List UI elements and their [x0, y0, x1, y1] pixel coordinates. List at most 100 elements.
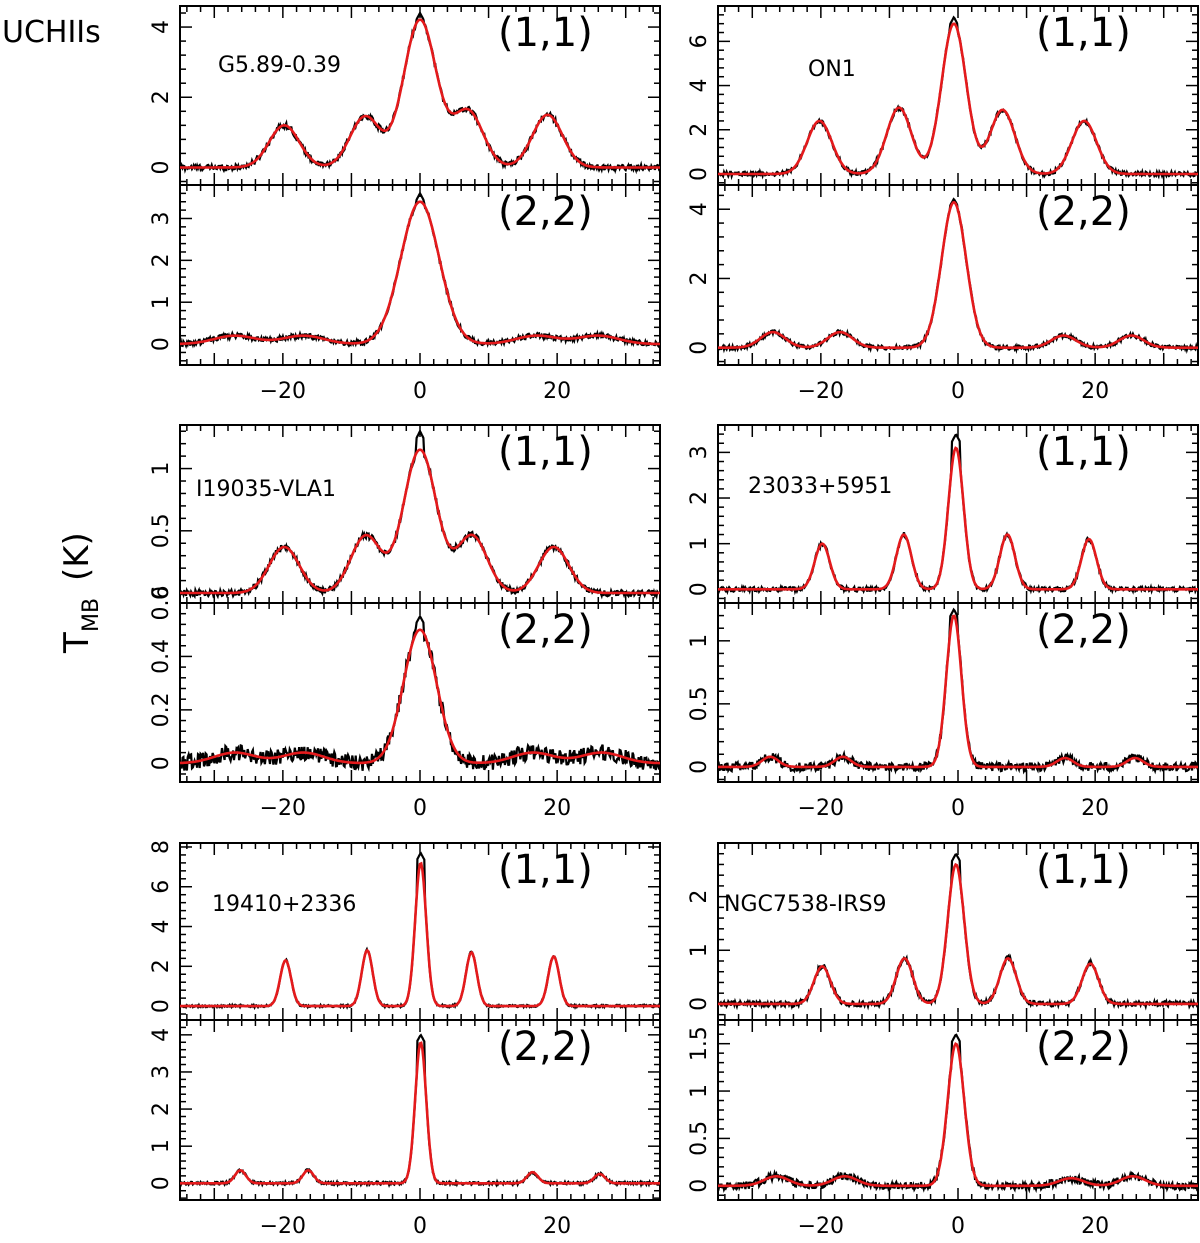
- y-tick-label: 2: [687, 123, 712, 137]
- transition-label: (1,1): [498, 847, 593, 893]
- y-tick-label: 6: [687, 34, 712, 48]
- y-tick-label: 4: [149, 920, 174, 934]
- x-tick-label: 20: [543, 379, 571, 404]
- subplot-(1,1): 0 1 2 (1,1): [687, 842, 1200, 1021]
- subplot-(2,2): 0 0.2 0.4 0.6 (2,2): [149, 586, 662, 783]
- y-axis-label-sub: MB: [79, 598, 104, 632]
- subplot-(2,2): 0 0.5 1 1.5 (2,2): [687, 1019, 1199, 1201]
- x-tick-label: 0: [951, 1214, 965, 1239]
- y-tick-label: 4: [687, 79, 712, 93]
- x-tick-label: −20: [260, 379, 306, 404]
- x-tick-label: −20: [798, 796, 844, 821]
- subplot-(2,2): 0 1 2 3 4 (2,2): [149, 1019, 661, 1201]
- y-tick-label: 0: [687, 1179, 712, 1193]
- subplot-(1,1): 0 2 4 6 8 (1,1): [149, 840, 662, 1021]
- x-tick-label: 20: [1081, 379, 1109, 404]
- fit-curve: [180, 200, 660, 346]
- x-tick-label: −20: [260, 1214, 306, 1239]
- y-tick-label: 1: [687, 943, 712, 957]
- y-tick-label: 2: [149, 1102, 174, 1116]
- subplot-(1,1): 0 2 4 (1,1): [149, 5, 661, 186]
- y-tick-label: 1: [149, 1139, 174, 1153]
- transition-label: (1,1): [498, 10, 593, 56]
- y-tick-label: 0: [687, 997, 712, 1011]
- y-tick-label: 3: [149, 211, 174, 225]
- y-tick-label: 1: [149, 462, 174, 476]
- y-tick-label: 0: [687, 582, 712, 596]
- y-tick-label: 4: [149, 20, 174, 34]
- y-tick-label: 0.5: [687, 1121, 712, 1156]
- panel-23033+5951: 0 1 2 3 (1,1) 0 0.5 1 (2,2) 23033+5951 −20 0 20: [687, 424, 1199, 821]
- fit-curve: [180, 861, 660, 1008]
- y-tick-label: 0: [149, 756, 174, 770]
- fit-curve: [180, 18, 660, 169]
- fit-curve: [718, 446, 1198, 591]
- panel-19410+2336: 0 2 4 6 8 (1,1) 0 1 2 3 4 (2,2) 19410+2336 −20 0 20: [149, 840, 662, 1239]
- y-tick-label: 2: [687, 491, 712, 505]
- y-tick-label: 0: [149, 160, 174, 174]
- y-tick-label: 1: [687, 634, 712, 648]
- fit-curve: [718, 1041, 1198, 1188]
- y-tick-label: 0: [149, 1176, 174, 1190]
- y-tick-label: 0.5: [687, 686, 712, 721]
- x-tick-label: 0: [413, 1214, 427, 1239]
- transition-label: (2,2): [1036, 607, 1131, 653]
- y-tick-label: 0: [149, 337, 174, 351]
- panel-I19035-VLA1: 0 0.5 1 (1,1) 0 0.2 0.4 0.6 (2,2) I19035-VLA1 −20 0…: [149, 424, 662, 821]
- group-label: UCHIIs: [2, 15, 101, 50]
- x-tick-label: 0: [951, 796, 965, 821]
- transition-label: (2,2): [1036, 1024, 1131, 1070]
- x-tick-label: 20: [1081, 796, 1109, 821]
- source-label: NGC7538-IRS9: [724, 892, 887, 917]
- transition-label: (2,2): [498, 1024, 593, 1070]
- panel-G5.89-0.39: 0 2 4 (1,1) 0 1 2 3 (2,2) G5.89-0.39 −20 0 20: [149, 5, 661, 404]
- x-tick-label: 0: [951, 379, 965, 404]
- y-tick-label: 3: [149, 1065, 174, 1079]
- source-label: ON1: [808, 57, 856, 82]
- source-label: G5.89-0.39: [218, 53, 341, 78]
- y-tick-label: 2: [687, 890, 712, 904]
- y-tick-label: 0: [687, 167, 712, 181]
- y-axis-label-main: T: [57, 632, 97, 654]
- y-tick-label: 2: [149, 959, 174, 973]
- source-label: 19410+2336: [212, 892, 356, 917]
- x-tick-label: 0: [413, 379, 427, 404]
- subplot-(1,1): 0 1 2 3 (1,1): [687, 424, 1199, 604]
- y-tick-label: 2: [687, 271, 712, 285]
- y-tick-label: 0: [149, 586, 174, 600]
- subplot-(2,2): 0 2 4 (2,2): [687, 184, 1199, 366]
- transition-label: (2,2): [498, 189, 593, 235]
- subplot-(1,1): 0 0.5 1 (1,1): [149, 424, 661, 604]
- fit-curve: [180, 1041, 660, 1185]
- y-tick-label: 0.5: [149, 513, 174, 548]
- x-tick-label: −20: [798, 1214, 844, 1239]
- y-axis-label-unit: (K): [57, 532, 97, 581]
- y-tick-label: 8: [149, 840, 174, 854]
- transition-label: (2,2): [498, 607, 593, 653]
- y-tick-label: 0.6: [149, 586, 174, 621]
- y-tick-label: 4: [687, 202, 712, 216]
- x-tick-label: −20: [260, 796, 306, 821]
- y-tick-label: 2: [149, 90, 174, 104]
- transition-label: (2,2): [1036, 189, 1131, 235]
- y-tick-label: 0: [687, 760, 712, 774]
- panel-NGC7538-IRS9: 0 1 2 (1,1) 0 0.5 1 1.5 (2,2) NGC7538-IRS9 −20 0 20: [687, 842, 1200, 1239]
- fit-curve: [180, 448, 660, 595]
- x-tick-label: 20: [543, 796, 571, 821]
- subplot-(1,1): 0 2 4 6 (1,1): [687, 5, 1199, 186]
- y-tick-label: 2: [149, 253, 174, 267]
- y-tick-label: 1.5: [687, 1026, 712, 1061]
- x-tick-label: −20: [798, 379, 844, 404]
- y-tick-label: 4: [149, 1028, 174, 1042]
- source-label: I19035-VLA1: [196, 477, 336, 502]
- fit-curve: [718, 614, 1198, 769]
- transition-label: (1,1): [498, 429, 593, 475]
- y-tick-label: 1: [687, 537, 712, 551]
- y-tick-label: 0: [149, 999, 174, 1013]
- y-tick-label: 0.2: [149, 692, 174, 727]
- y-axis-label: T MB (K): [57, 532, 104, 654]
- x-tick-label: 0: [413, 796, 427, 821]
- transition-label: (1,1): [1036, 429, 1131, 475]
- transition-label: (1,1): [1036, 847, 1131, 893]
